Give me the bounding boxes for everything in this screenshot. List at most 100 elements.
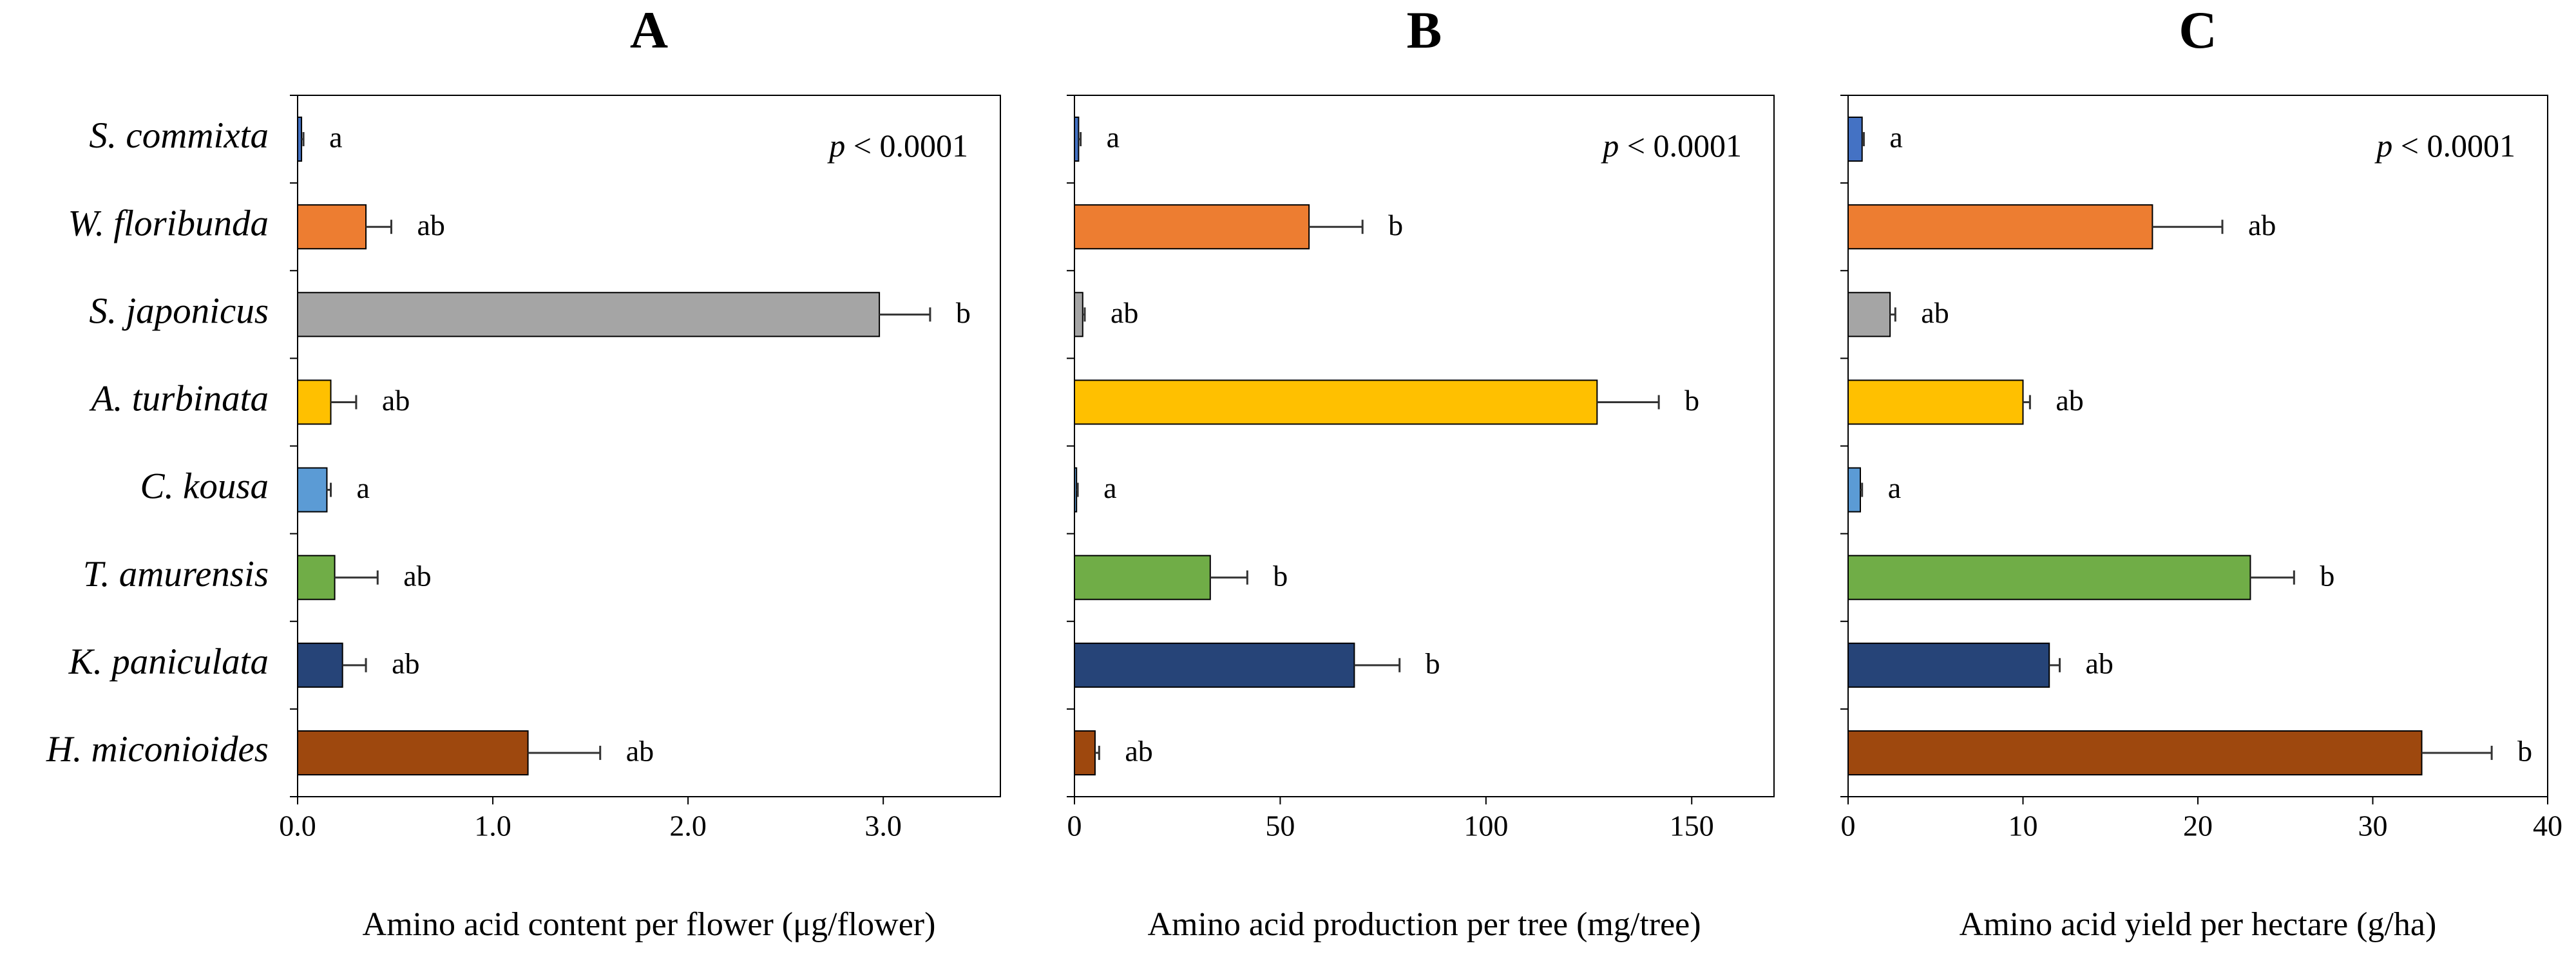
x-tick-label: 0: [1841, 810, 1856, 842]
significance-letter: ab: [417, 209, 444, 242]
p-value: < 0.0001: [854, 128, 968, 164]
significance-letter: ab: [1111, 296, 1138, 329]
significance-letter: a: [357, 471, 370, 504]
significance-letter: b: [1273, 559, 1288, 592]
x-tick-label: 30: [2358, 810, 2388, 842]
bar: [297, 642, 343, 688]
bar: [1847, 204, 2153, 250]
error-bar: [1890, 307, 1896, 322]
error-bar: [334, 570, 379, 585]
p-annotation: p < 0.0001: [827, 128, 968, 164]
bar: [297, 379, 332, 425]
significance-letter: a: [1107, 121, 1120, 154]
x-tick-label: 50: [1265, 810, 1295, 842]
error-bar: [1597, 395, 1660, 410]
x-axis-label: Amino acid production per tree (mg/tree): [1147, 906, 1701, 943]
x-tick-label: 1.0: [474, 810, 511, 842]
panel-title: C: [2179, 1, 2217, 59]
significance-letter: ab: [2056, 384, 2083, 417]
p-symbol: p: [2374, 128, 2392, 164]
error-bar: [1860, 482, 1864, 497]
x-tick-label: 3.0: [864, 810, 902, 842]
error-bar: [327, 482, 332, 497]
error-bar: [1078, 132, 1082, 147]
p-symbol: p: [827, 128, 845, 164]
significance-letter: b: [1388, 209, 1403, 242]
category-label: A. turbinata: [88, 379, 269, 419]
bar: [1847, 730, 2423, 775]
x-tick-label: 40: [2533, 810, 2562, 842]
category-label: S. commixta: [89, 115, 269, 156]
significance-letter: a: [1103, 471, 1116, 504]
error-bar: [1354, 658, 1401, 672]
error-bar: [2250, 570, 2295, 585]
bar: [1847, 642, 2050, 688]
plot-frame: [1847, 95, 2548, 797]
significance-letter: ab: [2086, 647, 2113, 679]
p-annotation: p < 0.0001: [2374, 128, 2515, 164]
significance-letter: ab: [403, 559, 431, 592]
bar: [1074, 642, 1355, 688]
bar: [1847, 467, 1862, 513]
error-bar: [2049, 658, 2061, 672]
error-bar: [1082, 307, 1086, 322]
error-bar: [1210, 570, 1248, 585]
significance-letter: b: [1684, 384, 1699, 417]
bar: [1847, 292, 1891, 337]
error-bar: [2023, 395, 2031, 410]
bar: [297, 467, 328, 513]
panel-title: A: [630, 1, 668, 59]
error-bar: [366, 220, 392, 234]
significance-letter: ab: [1921, 296, 1949, 329]
x-tick-label: 2.0: [669, 810, 707, 842]
p-annotation: p < 0.0001: [1601, 128, 1742, 164]
bar: [1074, 467, 1078, 513]
significance-letter: b: [2320, 559, 2334, 592]
significance-letter: ab: [626, 735, 654, 768]
panel-title: B: [1407, 1, 1442, 59]
bar: [1847, 379, 2024, 425]
category-label: T. amurensis: [83, 554, 269, 594]
error-bar: [1076, 482, 1079, 497]
significance-letter: a: [329, 121, 342, 154]
category-label: W. floribunda: [68, 203, 269, 243]
error-bar: [330, 395, 358, 410]
p-value: < 0.0001: [1627, 128, 1742, 164]
bar: [1074, 730, 1096, 775]
significance-letter: ab: [1125, 735, 1152, 768]
error-bar: [1862, 132, 1865, 147]
error-bar: [301, 132, 305, 147]
significance-letter: b: [1426, 647, 1440, 679]
significance-letter: b: [2517, 735, 2532, 768]
bar: [297, 204, 367, 250]
bar: [1074, 379, 1598, 425]
p-symbol: p: [1601, 128, 1619, 164]
bar: [1074, 555, 1211, 600]
bar: [297, 555, 336, 600]
category-label: S. japonicus: [89, 290, 269, 331]
error-bar: [1094, 745, 1100, 760]
significance-letter: a: [1888, 471, 1901, 504]
x-tick-label: 0.0: [279, 810, 316, 842]
bar: [1847, 555, 2251, 600]
error-bar: [1309, 220, 1364, 234]
x-tick-label: 100: [1464, 810, 1508, 842]
category-label: H. miconioides: [46, 729, 269, 770]
significance-letter: ab: [392, 647, 419, 679]
x-tick-label: 10: [2008, 810, 2038, 842]
error-bar: [528, 745, 602, 760]
significance-letter: ab: [2248, 209, 2276, 242]
x-axis-label: Amino acid yield per hectare (g/ha): [1960, 906, 2437, 943]
category-label: K. paniculata: [68, 641, 269, 682]
error-bar: [879, 307, 931, 322]
significance-letter: b: [956, 296, 971, 329]
x-tick-label: 150: [1670, 810, 1714, 842]
bar: [1074, 204, 1310, 250]
bar: [1074, 292, 1083, 337]
plot-frame: [1074, 95, 1775, 797]
bar: [297, 292, 881, 337]
bar: [297, 117, 303, 162]
p-value: < 0.0001: [2401, 128, 2515, 164]
error-bar: [2421, 745, 2493, 760]
